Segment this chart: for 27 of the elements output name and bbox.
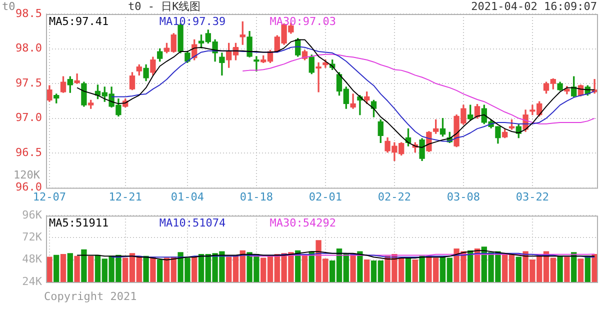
y-axis-title: t0 (2, 0, 16, 13)
y-tick-label: 48K (22, 252, 42, 266)
text: MA10:51074 (159, 216, 226, 230)
y-tick-label: 97.0 (16, 111, 42, 124)
x-tick-label: 02-01 (308, 190, 342, 204)
text: MA10:97.39 (159, 14, 226, 28)
text: Copyright 2021 (44, 290, 137, 303)
text: MA5:97.41 (49, 14, 109, 28)
x-tick-label: 01-18 (240, 190, 274, 204)
text: MA30:97.03 (270, 14, 336, 28)
y-tick-label: 72K (22, 230, 42, 244)
chart-subtitle: 2021-04-02 16:09:07 (471, 0, 597, 13)
text: MA30:54292 (270, 216, 336, 230)
y-tick-label: 98.5 (16, 6, 42, 20)
y-tick-label: 98.0 (16, 42, 42, 55)
y-tick-label: 97.5 (16, 76, 42, 90)
text: 120K (14, 168, 40, 182)
x-tick-label: 01-04 (170, 190, 204, 204)
y-tick-label: 96K (22, 208, 42, 222)
x-tick-label: 03-08 (446, 190, 480, 204)
x-tick-label: 12-21 (108, 190, 142, 204)
y-tick-label: 96.5 (16, 146, 42, 159)
text: MA5:51911 (49, 216, 109, 230)
chart-title: t0 - 日K线图 (128, 0, 201, 13)
y-tick-label: 24K (22, 274, 42, 288)
x-tick-label: 02-22 (378, 190, 412, 204)
x-tick-label: 03-22 (516, 190, 550, 204)
